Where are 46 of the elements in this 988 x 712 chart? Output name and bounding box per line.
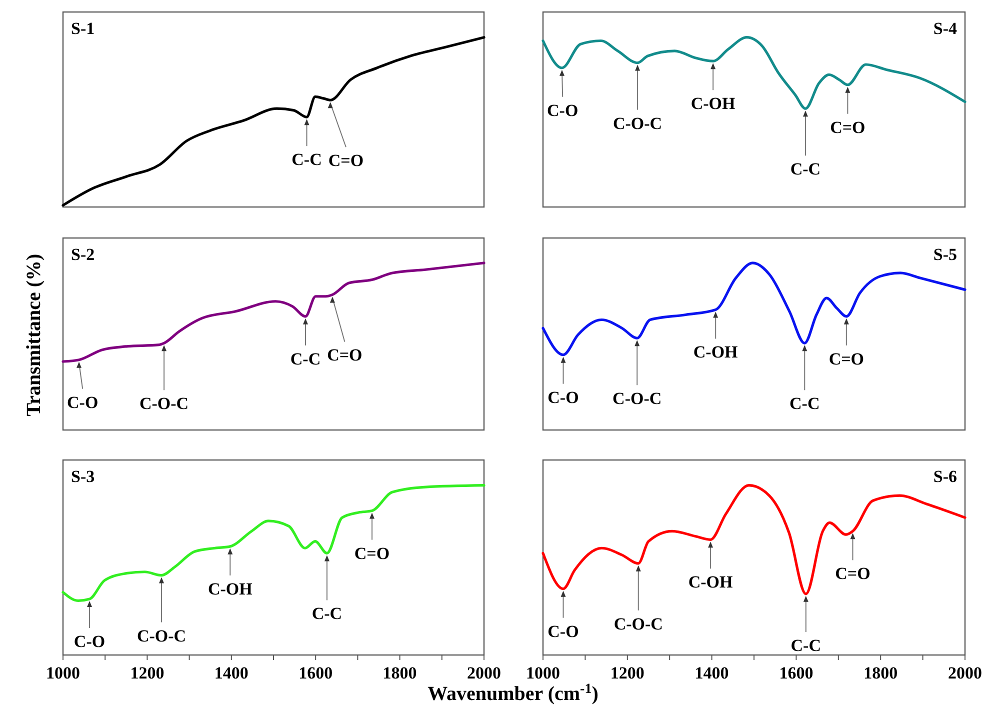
chart-title: S-4 bbox=[933, 19, 958, 38]
annotation: C-OH bbox=[208, 579, 252, 598]
chart-title: S-3 bbox=[71, 467, 95, 486]
annotation: C-OH bbox=[688, 572, 733, 592]
x-tick-label: 1400 bbox=[214, 663, 248, 682]
chart-title: S-5 bbox=[933, 245, 957, 264]
annotation: C=O bbox=[328, 151, 364, 170]
annotation: C=O bbox=[828, 349, 864, 368]
annotation: C-O-C bbox=[612, 114, 662, 133]
annotation: C-O-C bbox=[139, 394, 189, 414]
annotation: C-O bbox=[67, 392, 98, 412]
x-tick-label: 1600 bbox=[298, 663, 333, 682]
annotation: C-C bbox=[312, 604, 342, 624]
chart-title: S-2 bbox=[71, 245, 95, 264]
annotation: C-C bbox=[790, 394, 820, 414]
x-tick-label: 1000 bbox=[526, 663, 560, 682]
x-tick-label: 2000 bbox=[467, 663, 501, 682]
annotation: C-O-C bbox=[136, 626, 186, 646]
y-axis-title: Transmittance (%) bbox=[23, 254, 45, 416]
annotation: C=O bbox=[830, 118, 866, 137]
annotation: C=O bbox=[354, 544, 390, 563]
x-tick-label: 1800 bbox=[382, 663, 417, 682]
x-tick-label: 2000 bbox=[948, 663, 982, 682]
annotation: C-OH bbox=[693, 342, 738, 362]
annotation: C=O bbox=[835, 564, 870, 584]
x-axis-title: Wavenumber (cm$^{-1}$) bbox=[428, 682, 598, 705]
x-tick-label: 1000 bbox=[46, 663, 80, 682]
chart-title: S-6 bbox=[933, 467, 957, 486]
annotation: C-O bbox=[74, 632, 106, 652]
annotation: C-C bbox=[292, 150, 322, 170]
annotation: C-C bbox=[790, 160, 821, 179]
annotation: C-OH bbox=[690, 94, 736, 114]
annotation: C-O bbox=[547, 100, 578, 120]
x-tick-label: 1400 bbox=[694, 663, 729, 682]
annotation: C-C bbox=[790, 636, 822, 655]
x-tick-label: 1800 bbox=[864, 663, 898, 682]
chart-title: S-1 bbox=[71, 19, 95, 38]
x-tick-label: 1200 bbox=[610, 663, 644, 682]
x-tick-label: 1200 bbox=[130, 663, 164, 682]
annotation: C-O bbox=[548, 622, 579, 641]
annotation: C-O-C bbox=[614, 614, 663, 634]
annotation: C-O-C bbox=[612, 389, 662, 408]
annotation: C-O bbox=[548, 388, 579, 407]
x-tick-label: 1600 bbox=[779, 663, 814, 682]
annotation: C-C bbox=[290, 349, 321, 368]
annotation: C=O bbox=[327, 346, 362, 365]
